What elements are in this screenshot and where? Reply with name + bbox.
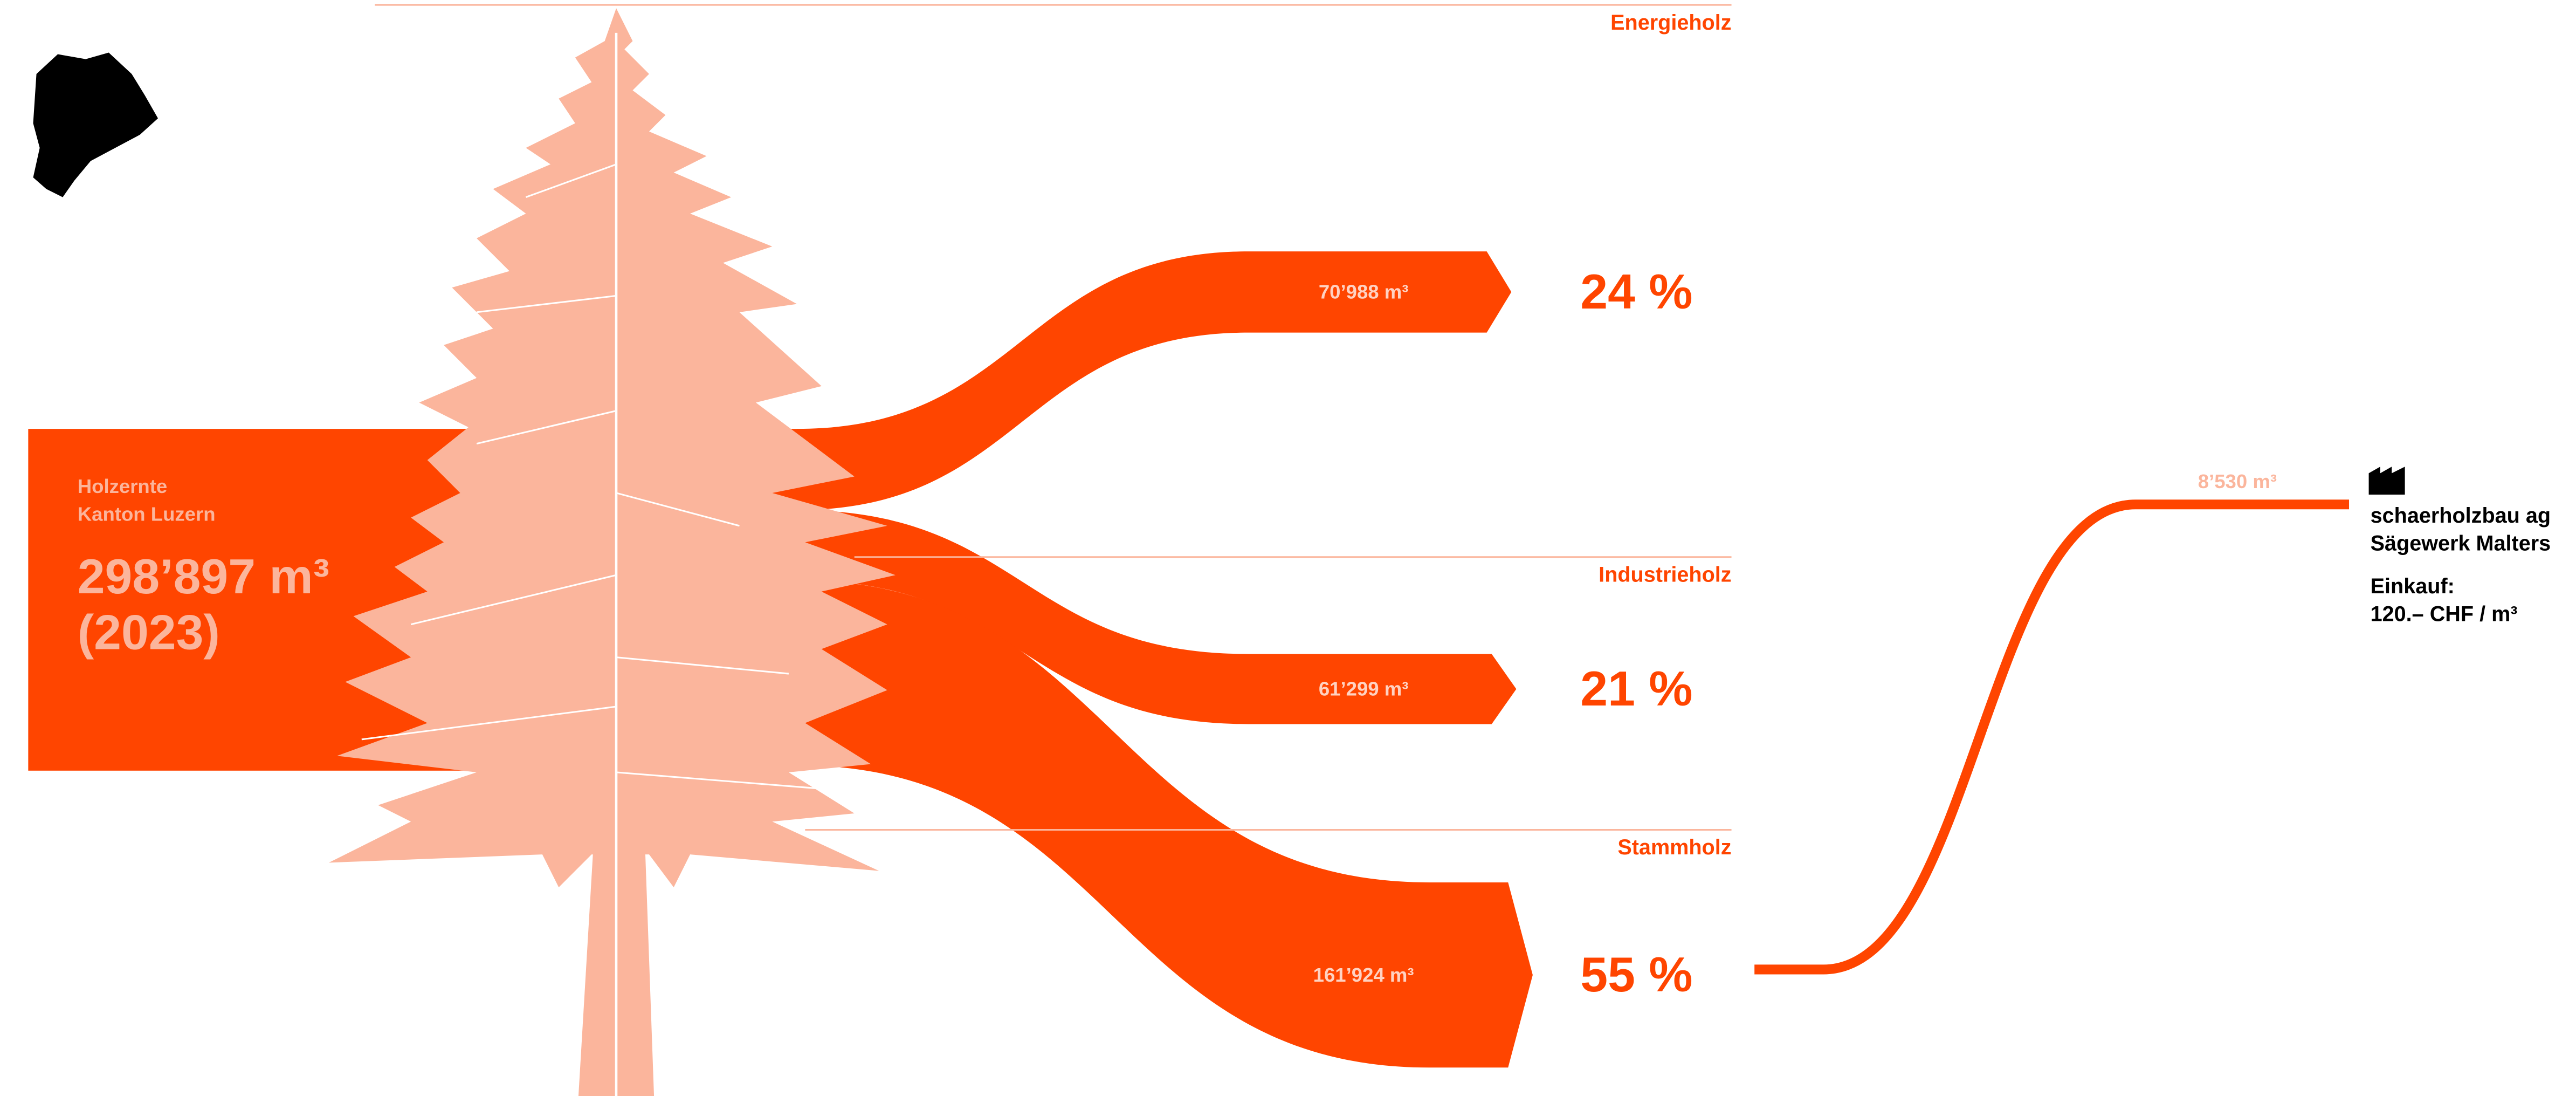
onward-value-label: 8’530 m³ bbox=[2198, 470, 2277, 492]
flow-name: Energieholz bbox=[1610, 11, 1731, 35]
tree-branches bbox=[361, 163, 822, 790]
flows bbox=[28, 251, 2350, 1068]
price-title: Einkauf: bbox=[2371, 574, 2455, 598]
site-name: Sägewerk Malters bbox=[2371, 532, 2551, 556]
flow-share-label: 55 % bbox=[1580, 947, 1692, 1002]
onward-flow bbox=[1754, 499, 2350, 975]
flow-name: Industrieholz bbox=[1599, 563, 1731, 586]
source-year: (2023) bbox=[78, 605, 220, 660]
flow bbox=[797, 251, 1512, 510]
tree-crown bbox=[328, 8, 896, 888]
flow bbox=[797, 580, 1533, 1068]
price-label: 120.– CHF / m³ bbox=[2371, 602, 2518, 626]
flow-share-label: 21 % bbox=[1580, 661, 1692, 716]
map-icon bbox=[33, 52, 159, 197]
labels: Energieholz 70’988 m³ 24 % Industrieholz 61’… bbox=[78, 4, 2551, 1002]
source-total: 298’897 m³ bbox=[78, 549, 329, 604]
company-name: schaerholzbau ag bbox=[2371, 504, 2551, 528]
flow-name: Stammholz bbox=[1617, 835, 1731, 859]
source-line: Holzernte bbox=[78, 475, 168, 497]
flow-share-label: 24 % bbox=[1580, 264, 1692, 319]
tree bbox=[328, 8, 896, 1096]
factory-icon bbox=[2368, 467, 2405, 495]
flow bbox=[797, 510, 1517, 724]
flow-value-label: 70’988 m³ bbox=[1319, 281, 1409, 303]
flow-value-label: 61’299 m³ bbox=[1319, 678, 1409, 700]
flow-value-label: 161’924 m³ bbox=[1313, 964, 1414, 986]
source-line: Kanton Luzern bbox=[78, 503, 216, 525]
